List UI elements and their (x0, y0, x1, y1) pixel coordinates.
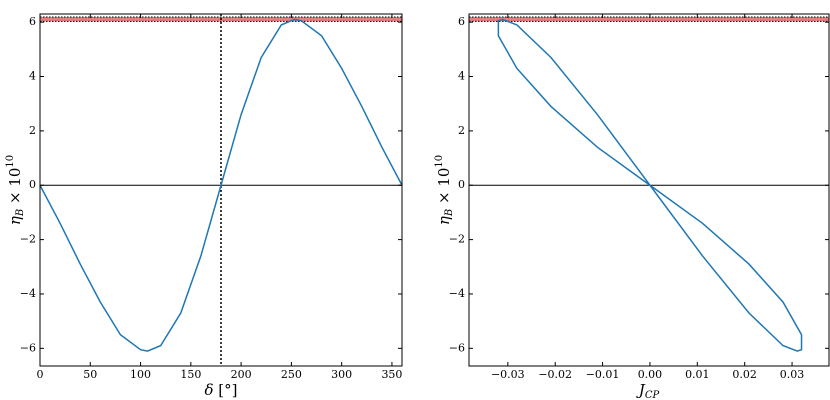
subplot: 0 50 100 150 200 250 300 350 −6 −4 −2 0 2 4 6 δ [°] ηB ×… (5, 13, 403, 399)
x-tick-label: 0.02 (732, 368, 757, 381)
y-tick-label: 2 (29, 124, 36, 137)
y-label-superscript: 10 (434, 155, 445, 168)
x-tick-label: 0.00 (638, 368, 663, 381)
y-tick-label: −2 (20, 233, 36, 246)
x-label-unit: [°] (214, 381, 238, 399)
y-label-superscript: 10 (5, 155, 16, 168)
y-tick-label: 4 (29, 70, 36, 83)
y-axis-label: ηB × 1010 (5, 155, 26, 225)
x-tick-label: 250 (281, 368, 302, 381)
y-label-times: × 10 (435, 168, 453, 209)
y-label-subscript: B (444, 209, 455, 217)
x-tick-label: 100 (130, 368, 151, 381)
x-tick-label: −0.01 (586, 368, 620, 381)
x-tick-label: −0.02 (538, 368, 572, 381)
x-tick-label: −0.03 (491, 368, 525, 381)
y-tick-label: −6 (20, 341, 36, 354)
x-tick-label: 350 (381, 368, 402, 381)
x-tick-label: 0 (37, 368, 44, 381)
y-tick-label: 0 (458, 178, 465, 191)
y-tick-label: 4 (458, 70, 465, 83)
y-tick-label: 6 (29, 15, 36, 28)
y-label-symbol: η (435, 216, 453, 225)
x-tick-label: 300 (331, 368, 352, 381)
axes-frame (468, 13, 830, 367)
y-tick-label: 6 (458, 15, 465, 28)
x-axis-label: JCP (636, 381, 660, 400)
x-tick-label: 200 (231, 368, 252, 381)
y-tick-label: −4 (20, 287, 36, 300)
y-label-symbol: η (6, 216, 24, 225)
x-tick-label: 0.03 (780, 368, 805, 381)
x-tick-label: 150 (180, 368, 201, 381)
data-line (497, 18, 803, 352)
y-tick-label: 2 (458, 124, 465, 137)
y-tick-label: 0 (29, 178, 36, 191)
y-tick-label: −6 (449, 341, 465, 354)
x-label-symbol: J (636, 381, 646, 399)
x-tick-label: 50 (83, 368, 97, 381)
subplot: −0.03 −0.02 −0.01 0.00 0.01 0.02 0.03 −6 −4 −2 0 2 4… (434, 13, 830, 400)
y-label-times: × 10 (6, 168, 24, 209)
x-tick-label: 0.01 (685, 368, 710, 381)
y-axis-label: ηB × 1010 (434, 155, 455, 225)
x-label-subscript: CP (645, 390, 660, 400)
y-tick-label: −2 (449, 233, 465, 246)
y-label-subscript: B (15, 209, 26, 217)
axes-frame (39, 13, 403, 367)
y-tick-label: −4 (449, 287, 465, 300)
reference-band (469, 16, 829, 22)
x-axis-label: δ [°] (204, 381, 237, 399)
x-label-symbol: δ (204, 381, 213, 399)
data-line (39, 18, 403, 352)
